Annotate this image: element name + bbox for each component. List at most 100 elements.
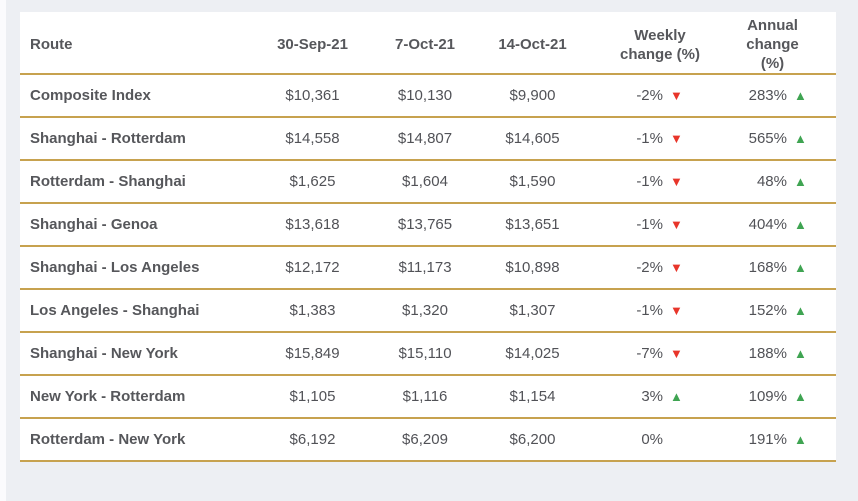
annual-change-cell: 283% ▲ [735, 74, 836, 118]
column-header-weekly-change: Weekly change (%) [585, 12, 735, 75]
rate-7-oct-21: $11,173 [370, 246, 480, 290]
down-arrow-icon: ▼ [670, 88, 683, 103]
table-row: Shanghai - Genoa $13,618 $13,765 $13,651… [20, 203, 836, 247]
up-arrow-icon: ▲ [794, 303, 807, 318]
route-name: Shanghai - Genoa [20, 203, 255, 247]
route-name: Shanghai - Los Angeles [20, 246, 255, 290]
up-arrow-icon: ▲ [794, 174, 807, 189]
weekly-change-value: -2% [636, 87, 663, 104]
weekly-change-line1: Weekly [634, 26, 686, 44]
annual-change-value: 565% [748, 130, 787, 147]
table-row: Composite Index $10,361 $10,130 $9,900 -… [20, 74, 836, 118]
weekly-change-cell: 0% [585, 418, 735, 462]
rate-30-sep-21: $6,192 [255, 418, 370, 462]
table-row: Los Angeles - Shanghai $1,383 $1,320 $1,… [20, 289, 836, 333]
weekly-change-value: -2% [636, 259, 663, 276]
table-row: Rotterdam - New York $6,192 $6,209 $6,20… [20, 418, 836, 462]
down-arrow-icon: ▼ [670, 217, 683, 232]
rate-7-oct-21: $13,765 [370, 203, 480, 247]
annual-change-value: 404% [748, 216, 787, 233]
annual-change-cell: 188% ▲ [735, 332, 836, 376]
annual-change-value: 109% [748, 388, 787, 405]
annual-change-value: 48% [756, 173, 787, 190]
table-body: Composite Index $10,361 $10,130 $9,900 -… [20, 74, 836, 462]
up-arrow-icon: ▲ [794, 260, 807, 275]
annual-change-cell: 48% ▲ [735, 160, 836, 204]
rate-30-sep-21: $12,172 [255, 246, 370, 290]
down-arrow-icon: ▼ [670, 260, 683, 275]
freight-rates-table: Route 30-Sep-21 7-Oct-21 14-Oct-21 Weekl… [20, 12, 836, 462]
table-row: Shanghai - New York $15,849 $15,110 $14,… [20, 332, 836, 376]
weekly-change-value: -7% [636, 345, 663, 362]
annual-change-value: 283% [748, 87, 787, 104]
table-row: Shanghai - Los Angeles $12,172 $11,173 $… [20, 246, 836, 290]
down-arrow-icon: ▼ [670, 303, 683, 318]
annual-change-value: 191% [748, 431, 787, 448]
rate-14-oct-21: $1,307 [480, 289, 585, 333]
route-name: Shanghai - New York [20, 332, 255, 376]
weekly-change-value: -1% [636, 130, 663, 147]
rate-30-sep-21: $13,618 [255, 203, 370, 247]
up-arrow-icon: ▲ [794, 432, 807, 447]
column-header-14-oct-21: 14-Oct-21 [480, 12, 585, 75]
table-row: Rotterdam - Shanghai $1,625 $1,604 $1,59… [20, 160, 836, 204]
weekly-change-value: 3% [641, 388, 663, 405]
column-header-7-oct-21: 7-Oct-21 [370, 12, 480, 75]
annual-change-cell: 109% ▲ [735, 375, 836, 419]
weekly-change-value: 0% [641, 431, 663, 448]
route-name: Composite Index [20, 74, 255, 118]
annual-change-value: 152% [748, 302, 787, 319]
rate-14-oct-21: $14,025 [480, 332, 585, 376]
annual-change-cell: 565% ▲ [735, 117, 836, 161]
annual-change-value: 168% [748, 259, 787, 276]
rate-14-oct-21: $14,605 [480, 117, 585, 161]
rate-30-sep-21: $14,558 [255, 117, 370, 161]
column-header-annual-change: Annual change (%) [735, 12, 836, 75]
weekly-change-cell: -1% ▼ [585, 160, 735, 204]
weekly-change-cell: -1% ▼ [585, 203, 735, 247]
weekly-change-cell: -1% ▼ [585, 117, 735, 161]
rate-7-oct-21: $1,116 [370, 375, 480, 419]
up-arrow-icon: ▲ [794, 217, 807, 232]
rate-7-oct-21: $10,130 [370, 74, 480, 118]
weekly-change-cell: -7% ▼ [585, 332, 735, 376]
table-header: Route 30-Sep-21 7-Oct-21 14-Oct-21 Weekl… [20, 12, 836, 75]
up-arrow-icon: ▲ [794, 346, 807, 361]
route-name: Rotterdam - New York [20, 418, 255, 462]
rate-30-sep-21: $1,383 [255, 289, 370, 333]
rate-14-oct-21: $6,200 [480, 418, 585, 462]
rate-7-oct-21: $15,110 [370, 332, 480, 376]
annual-change-cell: 404% ▲ [735, 203, 836, 247]
weekly-change-line2: change (%) [619, 45, 700, 63]
up-arrow-icon: ▲ [794, 389, 807, 404]
annual-change-cell: 152% ▲ [735, 289, 836, 333]
weekly-change-value: -1% [636, 302, 663, 319]
weekly-change-cell: -2% ▼ [585, 74, 735, 118]
window-left-edge [0, 0, 6, 501]
rate-14-oct-21: $13,651 [480, 203, 585, 247]
header-row: Route 30-Sep-21 7-Oct-21 14-Oct-21 Weekl… [20, 12, 836, 75]
column-header-30-sep-21: 30-Sep-21 [255, 12, 370, 75]
up-arrow-icon: ▲ [670, 389, 683, 404]
annual-change-cell: 191% ▲ [735, 418, 836, 462]
rate-14-oct-21: $9,900 [480, 74, 585, 118]
rate-30-sep-21: $10,361 [255, 74, 370, 118]
weekly-change-cell: 3% ▲ [585, 375, 735, 419]
rate-14-oct-21: $10,898 [480, 246, 585, 290]
rate-7-oct-21: $6,209 [370, 418, 480, 462]
weekly-change-cell: -2% ▼ [585, 246, 735, 290]
rate-7-oct-21: $14,807 [370, 117, 480, 161]
weekly-change-value: -1% [636, 173, 663, 190]
weekly-change-cell: -1% ▼ [585, 289, 735, 333]
route-name: New York - Rotterdam [20, 375, 255, 419]
route-name: Los Angeles - Shanghai [20, 289, 255, 333]
rate-14-oct-21: $1,154 [480, 375, 585, 419]
annual-change-line1: Annual [747, 17, 798, 34]
column-header-route: Route [20, 12, 255, 75]
table-row: New York - Rotterdam $1,105 $1,116 $1,15… [20, 375, 836, 419]
annual-change-cell: 168% ▲ [735, 246, 836, 290]
down-arrow-icon: ▼ [670, 346, 683, 361]
rate-7-oct-21: $1,320 [370, 289, 480, 333]
rate-30-sep-21: $15,849 [255, 332, 370, 376]
rate-30-sep-21: $1,625 [255, 160, 370, 204]
